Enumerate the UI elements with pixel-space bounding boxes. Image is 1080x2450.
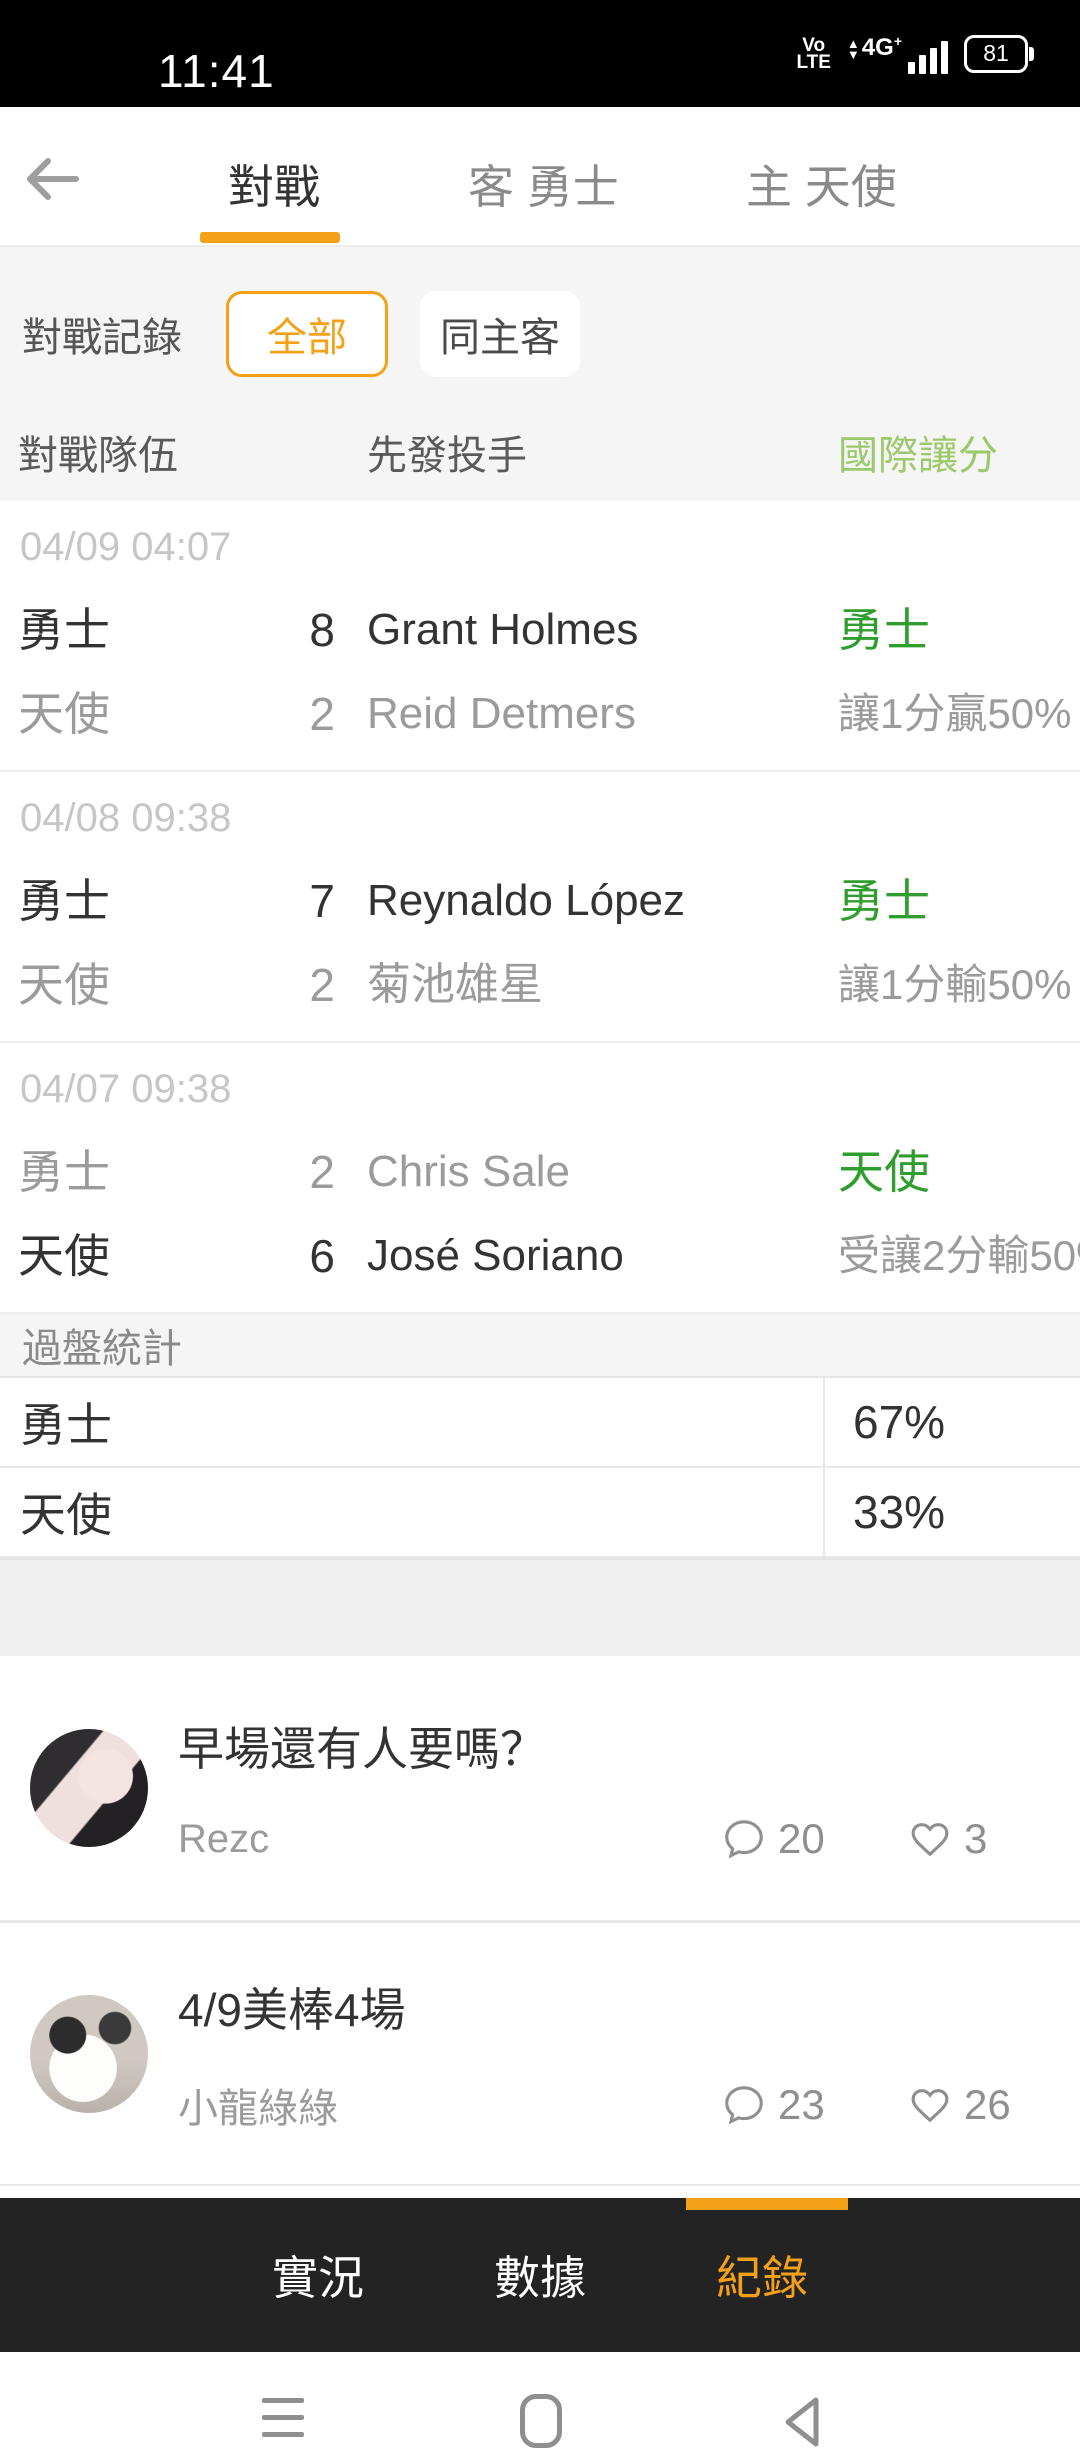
team-score: 6 (309, 1230, 335, 1282)
match-datetime: 04/09 04:07 (20, 525, 232, 569)
team-score: 8 (309, 604, 335, 656)
active-tab-indicator (200, 232, 340, 243)
pitcher-name: 菊池雄星 (367, 960, 543, 1009)
status-bar: 11:41 Vo LTE ▲ ▼ 4G+ 81 (0, 0, 1080, 107)
bottom-nav-bar: 實況 數據 紀錄 (0, 2198, 1080, 2352)
team-name: 天使 (18, 959, 110, 1011)
stats-team-percent: 33% (823, 1468, 1080, 1556)
team-name: 勇士 (18, 875, 110, 927)
team-name: 天使 (18, 688, 110, 740)
data-arrows-icon: ▲ ▼ (846, 36, 860, 62)
recents-menu-icon[interactable] (262, 2398, 304, 2437)
signal-bars-icon (908, 41, 948, 74)
back-arrow-icon[interactable] (24, 157, 80, 201)
match-datetime: 04/07 09:38 (20, 1067, 232, 1111)
team-name: 天使 (18, 1230, 110, 1282)
handicap-winner: 天使 (838, 1146, 930, 1198)
table-header-row: 對戰隊伍 先發投手 國際讓分 (0, 397, 1080, 501)
comment-bubble-icon (725, 2085, 763, 2124)
tab-head-to-head[interactable]: 對戰 (228, 161, 320, 213)
nav-item-live[interactable]: 實況 (272, 2252, 364, 2304)
comment-count[interactable]: 23 (722, 2081, 908, 2129)
column-header-handicap: 國際讓分 (838, 434, 998, 478)
handicap-result: 讓1分輸50% (838, 961, 1072, 1008)
heart-icon (911, 2088, 949, 2122)
team-name: 勇士 (18, 1146, 110, 1198)
post-title: 早場還有人要嗎？ (178, 1723, 546, 1775)
handicap-winner: 勇士 (838, 604, 930, 656)
filter-label: 對戰記錄 (22, 316, 182, 360)
post-item[interactable]: 4/9美棒4場 小龍綠綠 23 26 (0, 1920, 1080, 2184)
comment-count[interactable]: 20 (722, 1815, 908, 1863)
signal-icon: ▲ ▼ 4G+ (847, 33, 948, 74)
pitcher-name: Reid Detmers (367, 689, 636, 738)
match-record[interactable]: 04/08 09:38 勇士 7 Reynaldo López 勇士 天使 2 … (0, 772, 1080, 1043)
stats-team-name: 天使 (20, 1489, 112, 1541)
pitcher-name: Reynaldo López (367, 876, 686, 925)
tab-away-team[interactable]: 客 勇士 (468, 161, 619, 213)
active-nav-indicator (686, 2198, 848, 2210)
post-title: 4/9美棒4場 (178, 1983, 406, 2036)
like-count[interactable]: 3 (908, 1815, 1080, 1863)
filter-same-venue-button[interactable]: 同主客 (420, 291, 580, 377)
network-type-label: 4G+ (861, 33, 902, 61)
match-datetime: 04/08 09:38 (20, 796, 232, 840)
volte-icon: Vo LTE (796, 34, 831, 73)
filter-section: 對戰記錄 全部 同主客 對戰隊伍 先發投手 國際讓分 (0, 247, 1080, 501)
cover-stats-title: 過盤統計 (0, 1314, 1080, 1378)
tab-home-team[interactable]: 主 天使 (746, 161, 897, 213)
filter-all-button[interactable]: 全部 (226, 291, 388, 377)
column-header-teams: 對戰隊伍 (18, 434, 178, 478)
section-spacer (0, 1558, 1080, 1656)
cover-stats-row: 勇士 67% (0, 1378, 1080, 1468)
post-author: Rezc (178, 1816, 270, 1861)
android-back-icon[interactable] (778, 2394, 826, 2450)
filter-row: 對戰記錄 全部 同主客 (0, 271, 1080, 397)
community-posts-list: 早場還有人要嗎？ Rezc 20 3 (0, 1656, 1080, 2186)
like-count[interactable]: 26 (908, 2081, 1080, 2129)
post-author: 小龍綠綠 (178, 2086, 338, 2131)
handicap-result: 讓1分贏50% (838, 690, 1072, 737)
handicap-winner: 勇士 (838, 875, 930, 927)
user-avatar[interactable] (30, 1729, 148, 1847)
status-icons: Vo LTE ▲ ▼ 4G+ 81 (796, 0, 1034, 107)
home-icon[interactable] (520, 2394, 562, 2448)
handicap-result: 受讓2分輸50% (838, 1232, 1080, 1279)
stats-team-name: 勇士 (20, 1399, 112, 1451)
battery-icon: 81 (964, 34, 1034, 73)
team-score: 2 (309, 688, 335, 740)
team-score: 2 (309, 1146, 335, 1198)
team-score: 2 (309, 959, 335, 1011)
pitcher-name: Grant Holmes (367, 605, 639, 654)
cover-stats-row: 天使 33% (0, 1468, 1080, 1558)
column-header-pitchers: 先發投手 (367, 434, 527, 478)
stats-team-percent: 67% (823, 1378, 1080, 1466)
match-records-list: 04/09 04:07 勇士 8 Grant Holmes 勇士 天使 2 Re… (0, 501, 1080, 1314)
match-record[interactable]: 04/07 09:38 勇士 2 Chris Sale 天使 天使 6 José… (0, 1043, 1080, 1314)
spacer (0, 2186, 1080, 2198)
match-record[interactable]: 04/09 04:07 勇士 8 Grant Holmes 勇士 天使 2 Re… (0, 501, 1080, 772)
heart-icon (911, 1823, 949, 1857)
team-name: 勇士 (18, 604, 110, 656)
pitcher-name: José Soriano (367, 1231, 624, 1280)
android-nav-bar (0, 2352, 1080, 2448)
nav-item-records[interactable]: 紀錄 (716, 2252, 808, 2304)
team-score: 7 (309, 875, 335, 927)
post-item[interactable]: 早場還有人要嗎？ Rezc 20 3 (0, 1656, 1080, 1920)
comment-bubble-icon (725, 1820, 763, 1859)
pitcher-name: Chris Sale (367, 1147, 570, 1196)
user-avatar[interactable] (30, 1994, 148, 2113)
clock: 11:41 (158, 45, 275, 97)
app-header: 對戰 客 勇士 主 天使 (0, 107, 1080, 247)
nav-item-data[interactable]: 數據 (494, 2252, 586, 2304)
